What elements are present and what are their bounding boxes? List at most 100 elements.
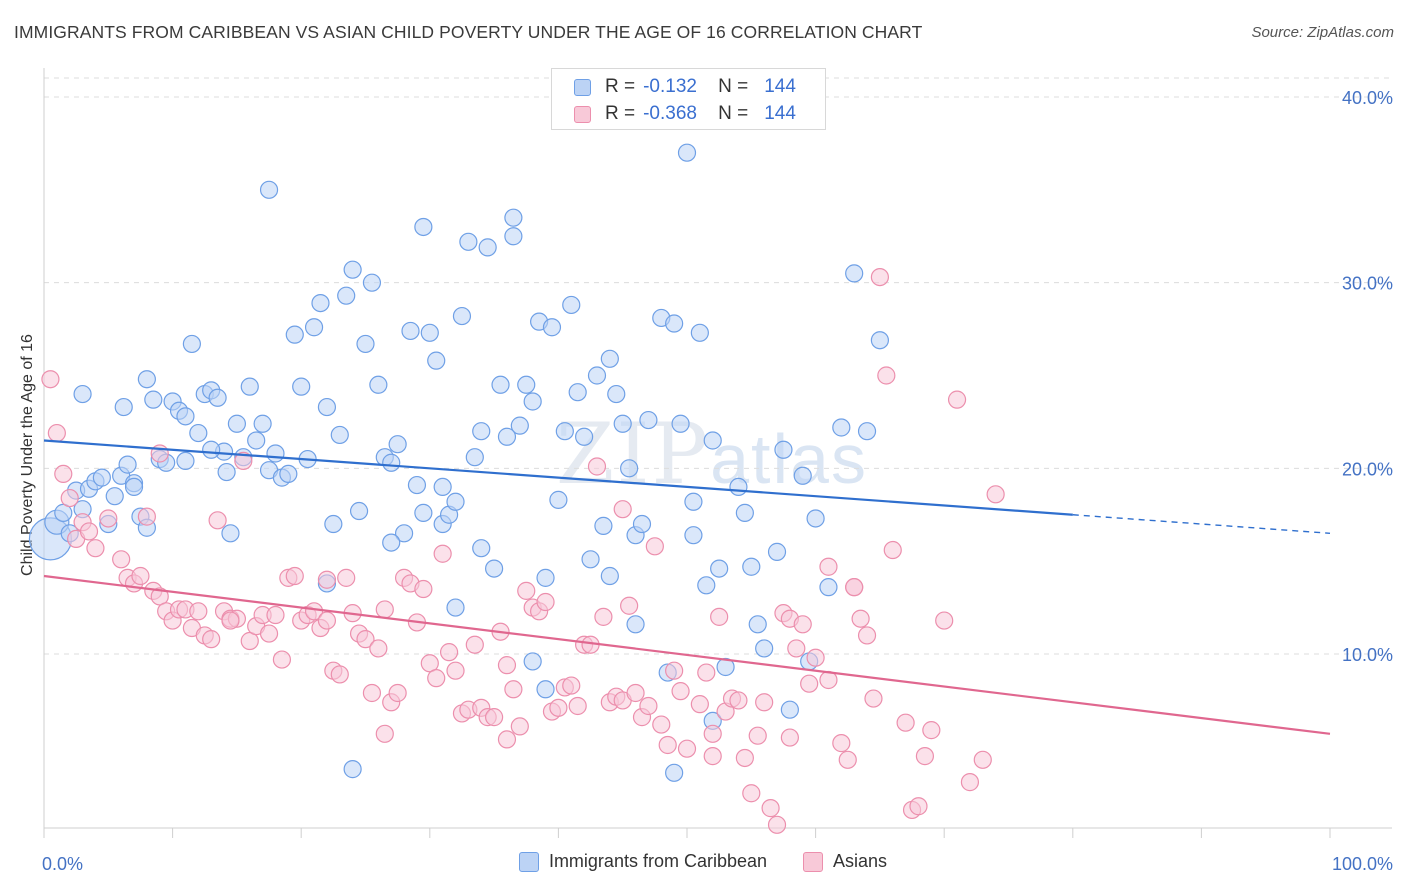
caribbean-point — [285, 325, 304, 344]
asians-point — [806, 648, 825, 667]
caribbean-point — [710, 559, 729, 578]
asians-point — [767, 815, 787, 834]
caribbean-point — [427, 351, 446, 370]
caribbean-point — [594, 516, 613, 535]
asians-swatch — [574, 105, 591, 123]
caribbean-point — [671, 414, 690, 433]
asians-point — [369, 639, 388, 658]
asians-point — [337, 568, 356, 587]
asians-point — [761, 799, 780, 818]
caribbean-point — [446, 492, 465, 511]
legend-swatch-asians — [803, 851, 824, 872]
caribbean-point — [677, 143, 697, 162]
stats-legend-row-asians: R = -0.368 N = 144 — [574, 101, 796, 127]
caribbean-point — [857, 422, 877, 441]
caribbean-point — [665, 763, 684, 782]
asians-point — [800, 674, 819, 693]
asians-point — [79, 522, 99, 541]
asians-point — [54, 464, 73, 484]
n-value: 144 — [764, 76, 796, 97]
asians-point — [703, 747, 722, 766]
asians-point — [909, 797, 928, 816]
caribbean-point — [613, 414, 632, 433]
asians-point — [465, 635, 484, 654]
asians-point — [710, 607, 729, 626]
caribbean-point — [697, 576, 716, 595]
asians-point — [755, 693, 774, 712]
caribbean-point — [292, 377, 311, 396]
caribbean-point — [639, 410, 658, 430]
y-tick-label: 10.0% — [1342, 645, 1393, 665]
caribbean-point — [510, 416, 529, 435]
caribbean-point — [388, 435, 407, 454]
asians-point — [549, 698, 568, 717]
caribbean-point — [452, 306, 472, 326]
caribbean-point — [690, 323, 709, 342]
asians-point — [793, 615, 812, 634]
x-tick-label-min: 0.0% — [42, 854, 83, 874]
asians-point — [137, 507, 156, 526]
asians-point — [375, 600, 394, 619]
caribbean-point — [259, 180, 279, 199]
asians-point — [780, 728, 799, 747]
asians-point — [671, 682, 690, 701]
asians-point — [690, 695, 709, 714]
caribbean-point — [716, 657, 735, 677]
asians-point — [234, 451, 253, 471]
caribbean-point — [137, 370, 156, 389]
asians-point — [317, 611, 337, 630]
r-value: -0.132 — [643, 76, 697, 97]
asians-point — [497, 656, 517, 675]
asians-point — [41, 370, 60, 389]
asians-point — [729, 691, 748, 710]
caribbean-point — [240, 377, 259, 396]
asians-point — [748, 726, 767, 745]
asians-point — [652, 715, 671, 734]
n-label: N = — [718, 103, 749, 124]
caribbean-point — [504, 227, 523, 246]
caribbean-point — [217, 462, 236, 482]
caribbean-point — [182, 334, 201, 354]
stats-legend: R = -0.132 N = 144 R = -0.368 N = 144 — [551, 68, 826, 130]
asians-point — [330, 665, 349, 684]
caribbean-point — [124, 477, 144, 496]
asians-point — [594, 607, 613, 626]
asians-point — [375, 724, 394, 743]
caribbean-point — [793, 466, 812, 485]
asians-point — [285, 566, 304, 586]
caribbean-point — [343, 760, 362, 779]
caribbean-point — [401, 321, 420, 341]
caribbean-point — [105, 487, 124, 506]
asians-point — [864, 689, 883, 708]
legend-item-caribbean[interactable]: Immigrants from Caribbean — [518, 851, 767, 872]
caribbean-point — [118, 455, 137, 474]
caribbean-point — [832, 418, 851, 437]
asians-point — [877, 366, 896, 385]
asians-point — [439, 643, 459, 662]
caribbean-point — [472, 539, 491, 558]
caribbean-point — [253, 414, 272, 433]
caribbean-point — [356, 334, 375, 354]
asians-point — [536, 592, 555, 612]
caribbean-point — [735, 503, 754, 522]
asians-point — [446, 661, 465, 680]
legend-item-asians[interactable]: Asians — [803, 851, 887, 872]
asians-point — [131, 566, 150, 586]
asians-point — [208, 511, 227, 530]
caribbean-point — [394, 524, 414, 543]
asians-point — [620, 596, 639, 615]
asians-point — [665, 661, 684, 680]
caribbean-point — [227, 414, 246, 433]
caribbean-point — [845, 264, 864, 283]
asians-point — [973, 750, 992, 769]
asians-point — [947, 390, 967, 409]
r-label: R = — [605, 103, 636, 124]
caribbean-point — [114, 397, 133, 417]
caribbean-point — [562, 295, 581, 315]
caribbean-point — [304, 318, 324, 337]
asians-point — [504, 680, 523, 699]
asians-point — [735, 748, 754, 768]
caribbean-point — [266, 444, 285, 463]
asians-point — [819, 557, 838, 576]
caribbean-point — [420, 323, 439, 342]
